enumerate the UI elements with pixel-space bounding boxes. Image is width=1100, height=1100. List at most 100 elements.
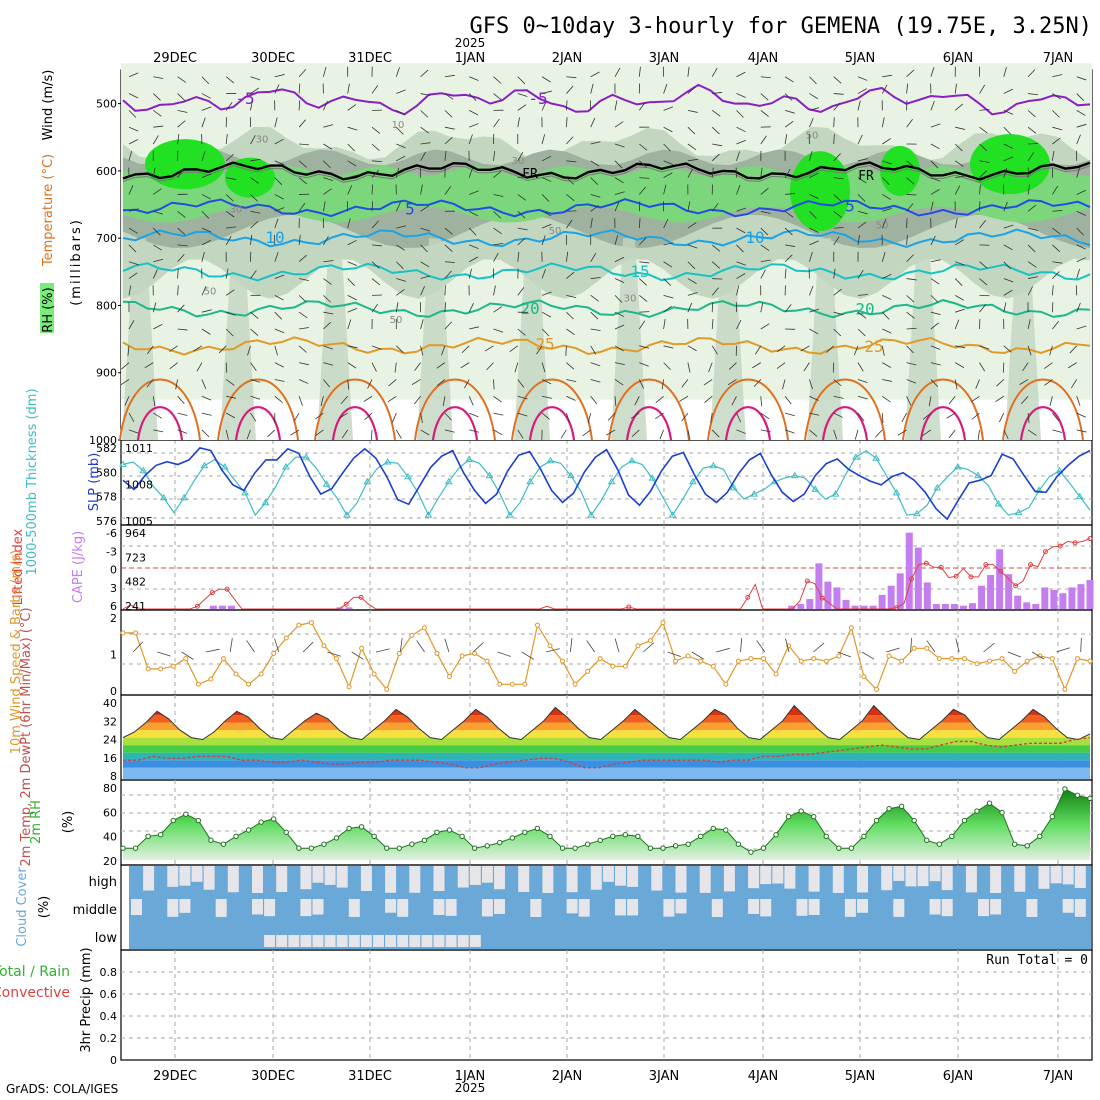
wind-barb: [930, 345, 941, 350]
wind-barb: [681, 379, 689, 388]
wind-barb: [420, 184, 423, 195]
wind-barb: [128, 72, 139, 78]
temp-2m-axis-label: 2m Temp, 2m DewPt (6hr Min/Max) (°C): [19, 607, 34, 866]
wind-speed-point: [271, 650, 277, 656]
pressure-tick-label: 1000: [89, 434, 117, 447]
wind-barb: [201, 106, 212, 111]
cloud-gap-middle: [615, 899, 626, 916]
lifted-point: [358, 594, 364, 600]
wind-speed-point: [660, 620, 666, 626]
wind-10m-barb: [205, 648, 220, 653]
wind-barb: [340, 396, 348, 404]
wind-barb: [736, 93, 746, 98]
wind-barb: [541, 235, 546, 246]
wind-barb: [638, 218, 641, 229]
wind-barb: [396, 289, 405, 296]
wind-barb: [201, 194, 211, 200]
thickness-point: [343, 511, 351, 518]
wind-barb: [906, 177, 915, 185]
run-total-label: Run Total = 0: [986, 953, 1088, 968]
wind-barb: [785, 244, 796, 247]
wind-speed-point: [359, 645, 365, 651]
rh-contour-label: 30: [230, 205, 243, 216]
temp-color-band: [123, 760, 1090, 768]
wind-barb: [247, 345, 251, 356]
cloud-gap-high: [748, 866, 760, 889]
wind-barb: [614, 201, 620, 212]
isotherm-line: [122, 336, 1091, 356]
wind-barb: [128, 185, 134, 195]
rh-2m-units-label: (%): [61, 811, 76, 834]
wind-barb: [711, 153, 720, 162]
wind-barb: [347, 126, 358, 131]
wind-barb: [420, 227, 431, 232]
wind-barb: [614, 100, 618, 111]
rh-2m-point: [811, 813, 817, 820]
wind-speed-point: [597, 656, 603, 662]
wind-barb: [371, 143, 380, 151]
rh-tick-label: 60: [103, 806, 117, 819]
isotherm-arc-hot: [234, 406, 282, 441]
wind-speed-point: [484, 658, 490, 664]
wind-barb: [517, 395, 528, 400]
wind-barb: [930, 100, 935, 111]
wind-barb: [323, 295, 331, 303]
temp-color-band: [123, 767, 1090, 779]
thickness-point: [933, 483, 942, 491]
wind-barb: [1027, 429, 1037, 436]
wind-barb: [857, 294, 868, 296]
wind-barb: [152, 396, 156, 407]
wind-barb: [857, 210, 868, 215]
rh-2m-point: [1037, 833, 1043, 840]
wind-barb: [955, 345, 966, 349]
wind-barb: [809, 194, 819, 199]
wind-barb: [468, 396, 474, 406]
wind-barb: [1076, 244, 1086, 250]
cloud-gap-high: [917, 866, 929, 887]
wind-speed-point: [170, 663, 176, 669]
wind-barb: [517, 104, 527, 111]
wind-barb: [712, 278, 723, 280]
wind-barb: [782, 379, 786, 390]
thickness-point: [852, 453, 860, 460]
wind-10m-barb: [416, 640, 425, 653]
lifted-point: [938, 564, 944, 570]
wind-barb: [882, 379, 893, 382]
thickness-point: [220, 463, 229, 470]
rh-2m-point: [547, 833, 553, 840]
wind-speed-point: [497, 681, 503, 687]
cloud-gap-high: [627, 866, 639, 887]
wind-barb: [371, 244, 382, 247]
wind-barb: [128, 93, 139, 99]
lifted-point: [968, 574, 974, 580]
wind-barb: [493, 285, 496, 296]
cape-bar: [227, 605, 235, 609]
wind-barb: [395, 167, 400, 178]
precip-axis-label: 3hr Precip (mm): [79, 947, 94, 1052]
wind-barb: [928, 396, 932, 407]
wind-barb: [347, 278, 355, 286]
wind-barb: [614, 278, 625, 283]
thickness-point: [200, 461, 209, 469]
cloud-gap-high: [469, 866, 481, 885]
wind-barb: [1003, 109, 1014, 115]
wind-barb: [687, 109, 698, 113]
cloud-gap-high: [1038, 866, 1050, 889]
time-label-bottom: 2JAN: [552, 1069, 583, 1084]
wind-barb: [970, 395, 980, 403]
wind-barb: [1076, 325, 1087, 330]
cloud-gap-high: [832, 866, 844, 893]
rh-plume: [317, 238, 353, 440]
wind-speed-point: [522, 681, 528, 687]
wind-barb: [250, 395, 261, 400]
cloud-gap-low: [336, 935, 348, 947]
cloud-gap-middle: [711, 899, 723, 917]
rh-2m-point: [823, 833, 829, 840]
wind-barb: [392, 412, 397, 423]
wind-barb: [639, 295, 648, 302]
rh-2m-point: [836, 845, 842, 851]
cape-bar: [896, 573, 904, 609]
rh-2m-point: [685, 841, 691, 847]
wind-10m-barb: [740, 638, 743, 653]
cloud-gap-high: [203, 866, 215, 890]
